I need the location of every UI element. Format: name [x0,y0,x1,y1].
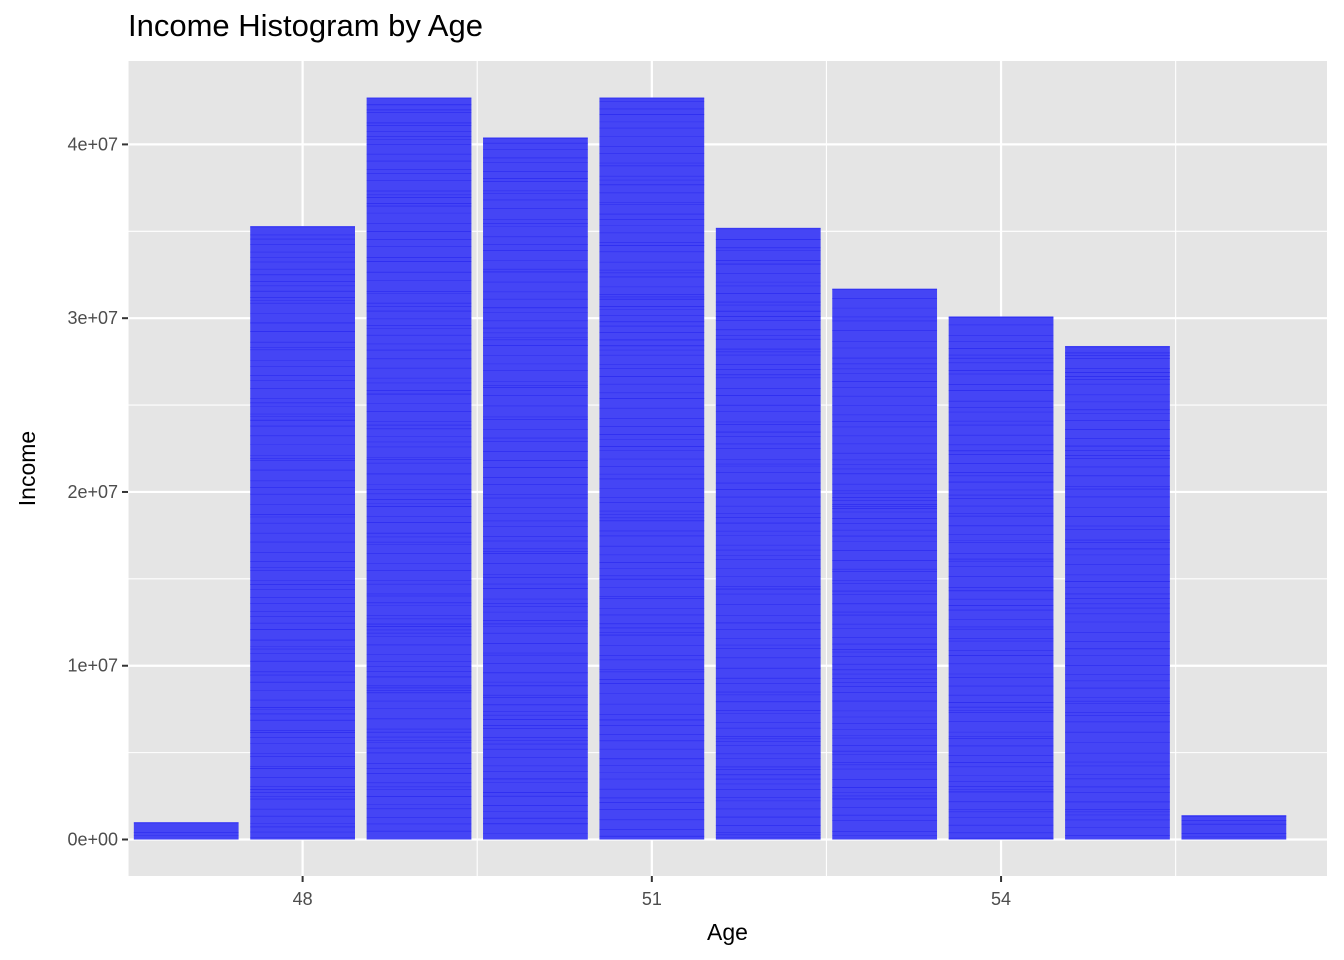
bar [483,137,588,840]
bar-fill [133,822,239,840]
bar [250,226,355,840]
bar-fill [1181,815,1287,840]
bar-fill [832,288,938,840]
x-tick-label: 48 [293,889,313,909]
y-tick-label: 3e+07 [67,308,118,328]
bar-fill [715,227,821,840]
bar-fill [250,226,355,840]
bar-fill [948,316,1054,840]
bar [832,288,938,840]
bar-fill [599,97,705,840]
y-tick-label: 2e+07 [67,482,118,502]
y-axis: 0e+00 1e+07 2e+07 3e+07 4e+07 [67,134,128,850]
y-tick-label: 0e+00 [67,830,118,850]
bar [1065,345,1170,840]
bar [1181,815,1287,840]
y-tick-label: 1e+07 [67,656,118,676]
bar [948,316,1054,840]
bar-fill [366,97,472,840]
bars [133,97,1287,840]
x-axis-title: Age [707,919,748,945]
bar-fill [1065,345,1170,840]
bar [133,822,239,840]
bar [715,227,821,840]
x-axis: 48 51 54 [293,876,1011,909]
y-axis-title: Income [14,431,40,506]
x-tick-label: 51 [642,889,662,909]
bar [599,97,705,840]
y-tick-label: 4e+07 [67,134,118,154]
x-tick-label: 54 [991,889,1011,909]
bar-fill [483,137,588,840]
bar [366,97,472,840]
chart-title: Income Histogram by Age [128,8,483,43]
